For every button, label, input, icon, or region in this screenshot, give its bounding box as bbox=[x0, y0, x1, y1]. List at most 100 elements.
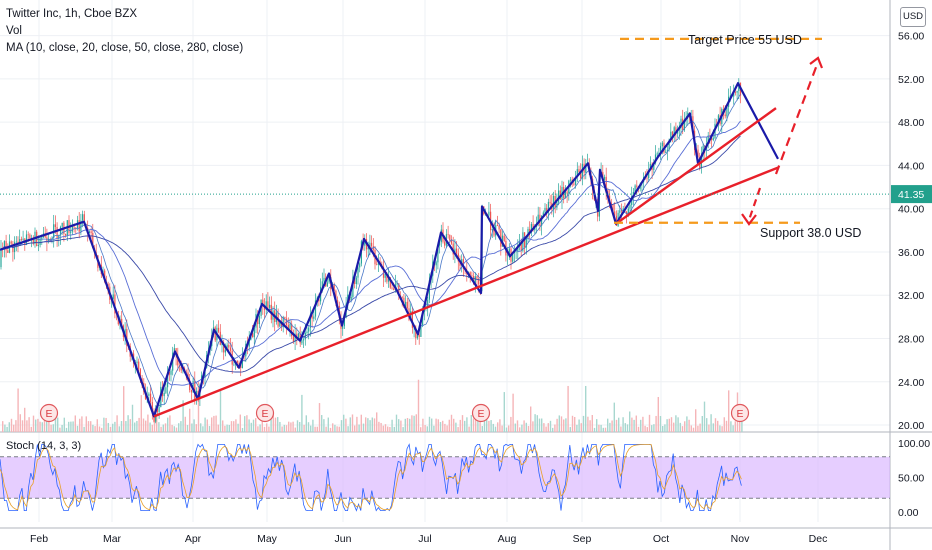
candle-body bbox=[656, 153, 658, 155]
candle-body bbox=[507, 254, 509, 256]
volume-bar bbox=[393, 426, 395, 432]
volume-bar bbox=[129, 419, 131, 432]
volume-bar bbox=[510, 416, 512, 432]
candle-body bbox=[284, 316, 286, 319]
volume-bar bbox=[147, 414, 149, 432]
drawing-tools[interactable]: Target Price 55 USD Support 38.0 USD bbox=[0, 33, 861, 418]
volume-bar bbox=[593, 427, 596, 432]
price-tick-label: 40.00 bbox=[898, 204, 924, 216]
volume-bar bbox=[631, 417, 633, 432]
candle-body bbox=[736, 90, 738, 93]
candle-body bbox=[416, 334, 419, 339]
down-arrow-line bbox=[747, 187, 762, 221]
stoch-band bbox=[0, 456, 890, 499]
candle-body bbox=[391, 287, 393, 289]
candle-body bbox=[303, 339, 305, 341]
candle-body bbox=[321, 281, 323, 287]
candle-body bbox=[294, 333, 296, 342]
volume-bar bbox=[560, 416, 563, 432]
volume-bar bbox=[525, 422, 527, 432]
volume-bar bbox=[246, 415, 248, 432]
support-trendline bbox=[153, 166, 779, 418]
volume-bar bbox=[211, 417, 213, 432]
volume-bar bbox=[453, 418, 455, 432]
candle-body bbox=[566, 191, 568, 194]
volume-bar bbox=[193, 419, 195, 432]
candle-body bbox=[228, 344, 230, 348]
volume-bar bbox=[596, 419, 598, 432]
volume-bar bbox=[725, 420, 728, 432]
candle-body bbox=[165, 387, 167, 393]
volume-bar bbox=[6, 426, 8, 432]
candle-body bbox=[126, 328, 128, 346]
volume-bar bbox=[523, 420, 525, 432]
volume-bar bbox=[50, 424, 52, 432]
candle-body bbox=[444, 241, 446, 246]
candle-body bbox=[56, 226, 58, 239]
candle-body bbox=[661, 142, 663, 147]
candle-body bbox=[369, 242, 371, 248]
volume-bar bbox=[404, 418, 406, 432]
volume-bar bbox=[136, 420, 138, 432]
candle-body bbox=[450, 240, 453, 244]
candle-body bbox=[692, 116, 694, 131]
candle-body bbox=[5, 241, 7, 251]
volume-bar bbox=[365, 417, 367, 432]
candle-body bbox=[229, 347, 232, 351]
volume-bar bbox=[175, 427, 178, 432]
volume-bar bbox=[415, 414, 417, 432]
volume-bar bbox=[59, 427, 61, 432]
candle-body bbox=[534, 226, 536, 231]
volume-bar bbox=[213, 415, 215, 432]
candle-body bbox=[712, 138, 714, 141]
candle-body bbox=[542, 212, 544, 217]
volume-bar bbox=[127, 415, 129, 432]
candle-body bbox=[71, 226, 73, 232]
volume-bar bbox=[514, 423, 516, 432]
volume-bar bbox=[519, 427, 521, 432]
currency-button[interactable]: USD bbox=[900, 7, 926, 27]
candle-body bbox=[308, 327, 310, 332]
volume-bar bbox=[604, 427, 607, 432]
volume-bar bbox=[739, 417, 741, 432]
volume-bar bbox=[640, 419, 642, 432]
candle-body bbox=[350, 296, 352, 301]
candle-body bbox=[515, 251, 517, 253]
time-tick-label: Feb bbox=[30, 533, 48, 545]
candle-body bbox=[326, 282, 328, 287]
stoch-tick-label: 0.00 bbox=[898, 507, 919, 519]
candle-body bbox=[382, 266, 385, 278]
volume-bar bbox=[428, 416, 431, 432]
candle-body bbox=[158, 407, 160, 412]
volume-bar bbox=[4, 424, 6, 432]
candle-body bbox=[323, 277, 325, 282]
candle-body bbox=[666, 149, 668, 152]
earnings-badge-label: E bbox=[736, 408, 743, 420]
candle-body bbox=[54, 224, 56, 227]
volume-bar bbox=[120, 421, 123, 432]
candle-body bbox=[359, 263, 361, 268]
volume-bar bbox=[622, 417, 624, 432]
candle-body bbox=[78, 220, 80, 232]
time-tick-label: Dec bbox=[809, 533, 828, 545]
volume-bar bbox=[400, 420, 402, 432]
volume-bar bbox=[72, 421, 74, 432]
volume-bar bbox=[582, 415, 585, 432]
candle-body bbox=[328, 277, 330, 283]
volume-bar bbox=[536, 415, 538, 432]
candle-body bbox=[469, 272, 471, 276]
candle-body bbox=[541, 216, 543, 226]
candle-body bbox=[32, 237, 34, 244]
volume-bar bbox=[483, 418, 486, 432]
volume-bar bbox=[310, 425, 312, 432]
candle-body bbox=[707, 135, 709, 144]
candle-body bbox=[556, 202, 558, 208]
volume-bar bbox=[98, 426, 101, 432]
candle-body bbox=[537, 214, 539, 225]
candle-body bbox=[48, 239, 50, 242]
candle-body bbox=[189, 381, 191, 391]
candle-body bbox=[138, 361, 140, 370]
candle-body bbox=[372, 246, 374, 250]
